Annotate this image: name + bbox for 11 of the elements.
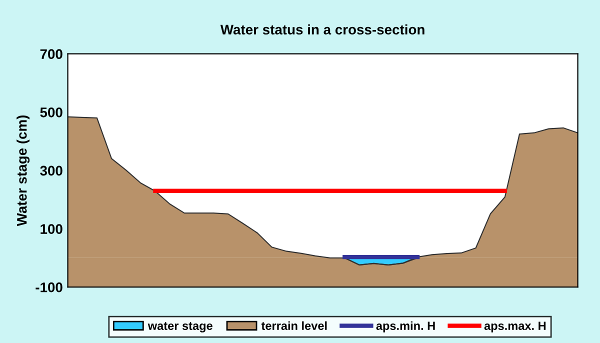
legend-label: aps.min. H bbox=[376, 321, 435, 332]
y-tick-label: 100 bbox=[40, 224, 62, 234]
y-axis-title: Water stage (cm) bbox=[16, 115, 30, 226]
chart-title: Water status in a cross-section bbox=[220, 24, 424, 35]
y-tick-label: 500 bbox=[40, 107, 62, 118]
y-tick-label: 300 bbox=[40, 166, 62, 176]
y-tick-label: 700 bbox=[40, 49, 62, 60]
legend-label: water stage bbox=[148, 322, 212, 332]
legend-label: aps.max. H bbox=[484, 322, 546, 332]
y-tick-label: -100 bbox=[36, 282, 62, 292]
legend-label: terrain level bbox=[261, 321, 327, 330]
